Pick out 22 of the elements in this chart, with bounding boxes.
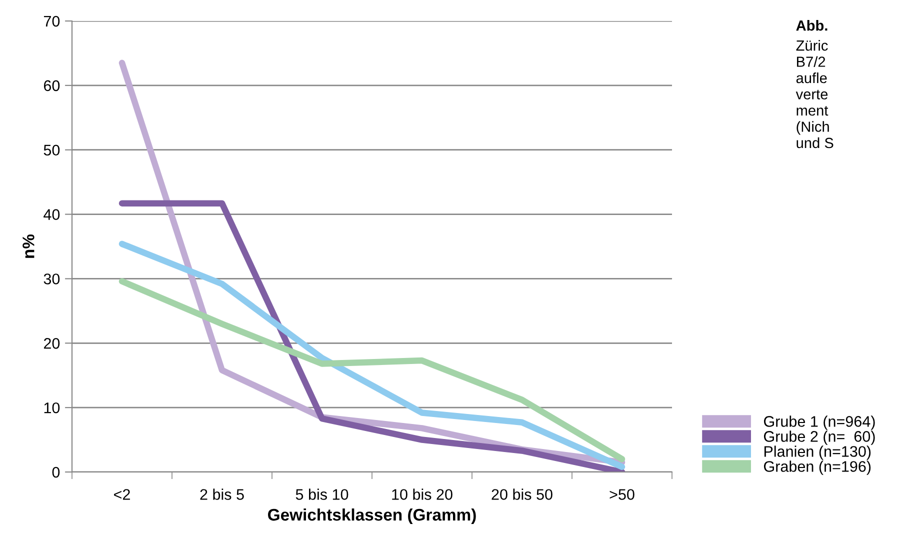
legend-label: Grube 1 (n=964)	[764, 416, 875, 430]
text: Abb.	[796, 20, 828, 31]
legend-label: Graben (n=196)	[764, 460, 871, 475]
legend-label: Planien (n=130)	[764, 446, 871, 460]
y-tick-label: 50	[44, 144, 60, 156]
x-axis-title: Gewichtsklassen (Gramm)	[268, 508, 476, 524]
x-tick-label: 20 bis 50	[492, 488, 552, 500]
y-tick-label: 30	[44, 274, 60, 284]
x-tick-label: <2	[114, 489, 130, 500]
legend-label: Grube 2 (n= 60)	[764, 430, 875, 445]
text: Züric B7/2 aufle verte ment (Nich und S	[796, 40, 834, 148]
y-tick-label: 0	[52, 466, 60, 478]
x-tick-label: 2 bis 5	[200, 488, 244, 500]
y-tick-label: 60	[44, 80, 60, 92]
x-tick-label: 10 bis 20	[392, 488, 452, 500]
y-tick-label: 70	[44, 16, 60, 27]
y-axis-title: n%	[22, 234, 34, 258]
y-tick-label: 40	[44, 209, 60, 220]
x-tick-label: >50	[610, 489, 634, 500]
x-tick-label: 5 bis 10	[296, 488, 348, 500]
y-tick-label: 20	[44, 338, 60, 349]
y-tick-label: 10	[44, 402, 60, 414]
